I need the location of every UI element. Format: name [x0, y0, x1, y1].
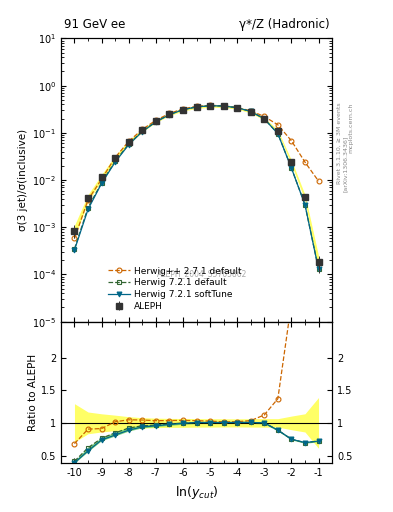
Herwig 7.2.1 default	[316, 266, 321, 272]
Herwig++ 2.7.1 default	[154, 117, 158, 123]
Herwig 7.2.1 softTune	[194, 104, 199, 110]
Herwig++ 2.7.1 default	[194, 103, 199, 110]
Herwig 7.2.1 default	[181, 106, 185, 113]
Herwig 7.2.1 default	[72, 246, 77, 252]
Text: mcplots.cern.ch: mcplots.cern.ch	[348, 103, 353, 153]
Herwig 7.2.1 default	[86, 205, 90, 211]
Herwig 7.2.1 softTune	[316, 266, 321, 272]
Herwig 7.2.1 softTune	[99, 180, 104, 186]
Line: Herwig++ 2.7.1 default: Herwig++ 2.7.1 default	[72, 103, 321, 241]
Herwig 7.2.1 default	[194, 104, 199, 110]
Herwig++ 2.7.1 default	[72, 236, 77, 242]
Herwig 7.2.1 softTune	[303, 202, 307, 208]
Herwig++ 2.7.1 default	[86, 197, 90, 203]
Herwig 7.2.1 default	[208, 103, 213, 109]
Herwig 7.2.1 softTune	[221, 103, 226, 109]
Herwig++ 2.7.1 default	[221, 103, 226, 109]
Herwig 7.2.1 softTune	[140, 129, 145, 135]
Herwig 7.2.1 default	[303, 202, 307, 208]
Herwig 7.2.1 softTune	[262, 116, 267, 122]
Herwig++ 2.7.1 default	[303, 159, 307, 165]
Text: Rivet 3.1.10, ≥ 3M events: Rivet 3.1.10, ≥ 3M events	[337, 102, 342, 184]
Y-axis label: σ(3 jet)/σ(inclusive): σ(3 jet)/σ(inclusive)	[18, 129, 28, 231]
Herwig 7.2.1 default	[113, 158, 118, 164]
Herwig++ 2.7.1 default	[248, 108, 253, 114]
Herwig 7.2.1 default	[275, 131, 280, 137]
Herwig 7.2.1 default	[99, 180, 104, 186]
Herwig 7.2.1 softTune	[248, 109, 253, 115]
Herwig 7.2.1 default	[289, 165, 294, 171]
Herwig++ 2.7.1 default	[127, 138, 131, 144]
Herwig 7.2.1 softTune	[208, 103, 213, 109]
Herwig 7.2.1 softTune	[181, 106, 185, 113]
Herwig++ 2.7.1 default	[235, 104, 240, 111]
Herwig++ 2.7.1 default	[140, 126, 145, 133]
Herwig 7.2.1 softTune	[113, 159, 118, 165]
Herwig 7.2.1 softTune	[127, 142, 131, 148]
Herwig 7.2.1 softTune	[235, 104, 240, 111]
Herwig 7.2.1 default	[127, 141, 131, 147]
Herwig 7.2.1 default	[140, 128, 145, 134]
Herwig 7.2.1 default	[248, 109, 253, 115]
Herwig++ 2.7.1 default	[316, 178, 321, 184]
Herwig 7.2.1 softTune	[289, 165, 294, 171]
Herwig 7.2.1 softTune	[167, 112, 172, 118]
Line: Herwig 7.2.1 softTune: Herwig 7.2.1 softTune	[72, 103, 321, 271]
Herwig++ 2.7.1 default	[167, 111, 172, 117]
Herwig 7.2.1 default	[154, 119, 158, 125]
Text: 91 GeV ee: 91 GeV ee	[64, 18, 125, 31]
Herwig++ 2.7.1 default	[208, 102, 213, 109]
Herwig 7.2.1 softTune	[154, 119, 158, 125]
Legend: Herwig++ 2.7.1 default, Herwig 7.2.1 default, Herwig 7.2.1 softTune, ALEPH: Herwig++ 2.7.1 default, Herwig 7.2.1 def…	[104, 263, 245, 314]
Text: ALEPH_2004_S5765862: ALEPH_2004_S5765862	[157, 269, 247, 278]
Y-axis label: Ratio to ALEPH: Ratio to ALEPH	[28, 354, 38, 431]
Herwig++ 2.7.1 default	[289, 138, 294, 144]
Herwig++ 2.7.1 default	[275, 122, 280, 128]
Herwig++ 2.7.1 default	[262, 114, 267, 120]
Line: Herwig 7.2.1 default: Herwig 7.2.1 default	[72, 103, 321, 271]
Herwig++ 2.7.1 default	[113, 155, 118, 161]
Herwig 7.2.1 softTune	[275, 131, 280, 137]
Herwig 7.2.1 softTune	[86, 206, 90, 212]
Herwig++ 2.7.1 default	[181, 106, 185, 112]
Herwig 7.2.1 default	[167, 112, 172, 118]
Herwig 7.2.1 default	[235, 104, 240, 111]
Herwig 7.2.1 default	[262, 116, 267, 122]
Text: γ*/Z (Hadronic): γ*/Z (Hadronic)	[239, 18, 329, 31]
X-axis label: ln($y_{cut}$): ln($y_{cut}$)	[175, 484, 218, 501]
Herwig++ 2.7.1 default	[99, 176, 104, 182]
Herwig 7.2.1 softTune	[72, 247, 77, 253]
Text: [arXiv:1306.3436]: [arXiv:1306.3436]	[343, 136, 348, 192]
Herwig 7.2.1 default	[221, 103, 226, 109]
